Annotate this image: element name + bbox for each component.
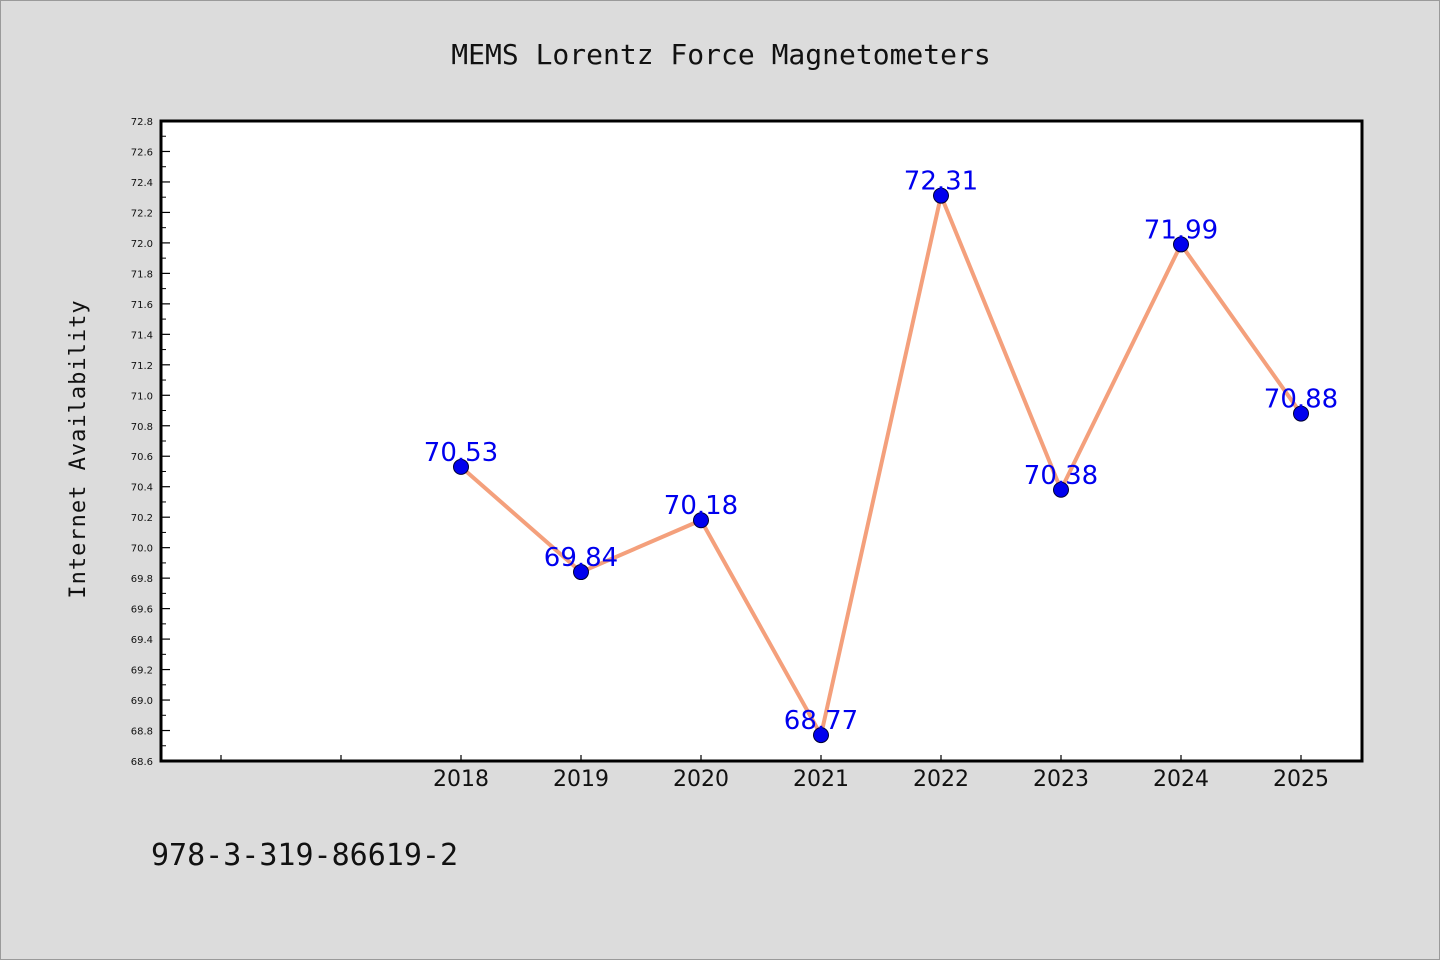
- y-tick-label: 72.8: [131, 117, 153, 128]
- y-axis-label: Internet Availability: [66, 299, 91, 598]
- x-tick-label: 2020: [673, 767, 729, 792]
- y-tick-label: 68.6: [131, 757, 153, 768]
- series-line-group: [459, 188, 1303, 741]
- y-tick-label: 69.0: [131, 696, 153, 707]
- y-tick-label: 71.8: [131, 269, 153, 280]
- data-label: 70.18: [664, 491, 738, 521]
- data-label: 68.77: [784, 706, 858, 736]
- y-tick-label: 68.8: [131, 727, 153, 738]
- data-point: [1173, 236, 1189, 253]
- data-label: 72.31: [904, 167, 978, 197]
- x-tick-label: 2023: [1033, 767, 1089, 792]
- y-tick-label: 72.0: [131, 239, 153, 250]
- y-tick-label: 72.2: [131, 208, 153, 219]
- data-label: 70.38: [1024, 461, 1098, 491]
- y-tick-label: 69.2: [131, 666, 153, 677]
- y-tick-label: 71.2: [131, 361, 153, 372]
- series-points-group: [453, 187, 1309, 744]
- data-label: 70.88: [1264, 385, 1338, 415]
- x-tick-label: 2025: [1273, 767, 1329, 792]
- isbn-text: 978-3-319-86619-2: [151, 838, 458, 873]
- data-point: [573, 564, 589, 581]
- y-tick-label: 70.2: [131, 513, 153, 524]
- y-tick-label: 69.4: [131, 635, 153, 646]
- data-point: [1053, 481, 1069, 498]
- y-tick-label: 70.0: [131, 544, 153, 555]
- chart-title: MEMS Lorentz Force Magnetometers: [451, 38, 990, 71]
- x-tick-label: 2022: [913, 767, 969, 792]
- data-label: 70.53: [424, 438, 498, 468]
- x-tick-label: 2018: [433, 767, 489, 792]
- data-label: 69.84: [544, 543, 618, 573]
- x-tick-label: 2021: [793, 767, 849, 792]
- y-tick-label: 72.4: [131, 178, 153, 189]
- y-axis-ticks: 68.6 68.8 69.0 69.2 69.4 69.6 69.8 70.0 70.2 70.4…: [131, 117, 170, 768]
- y-tick-label: 70.6: [131, 452, 153, 463]
- data-point: [933, 187, 949, 204]
- y-tick-label: 71.6: [131, 300, 153, 311]
- data-point: [1293, 405, 1309, 422]
- y-tick-label: 71.4: [131, 330, 153, 341]
- x-tick-label: 2024: [1153, 767, 1209, 792]
- y-tick-label: 70.8: [131, 422, 153, 433]
- y-tick-label: 72.6: [131, 147, 153, 158]
- plot-area: [159, 119, 1364, 763]
- y-tick-label: 69.8: [131, 574, 153, 585]
- data-point: [813, 727, 829, 744]
- data-label: 71.99: [1144, 215, 1218, 245]
- y-tick-label: 69.6: [131, 605, 153, 616]
- y-tick-label: 71.0: [131, 391, 153, 402]
- y-tick-label: 70.4: [131, 483, 153, 494]
- data-labels-group: 70.53 69.84 70.18 68.77 72.31 70.38 71.99 70.88: [424, 167, 1338, 736]
- series-line: [459, 188, 1303, 741]
- data-point: [693, 512, 709, 529]
- x-axis-ticks: 2018 2019 2020 2021 2022 2023 2024 2025: [220, 755, 1329, 792]
- data-point: [453, 458, 469, 475]
- x-tick-label: 2019: [553, 767, 609, 792]
